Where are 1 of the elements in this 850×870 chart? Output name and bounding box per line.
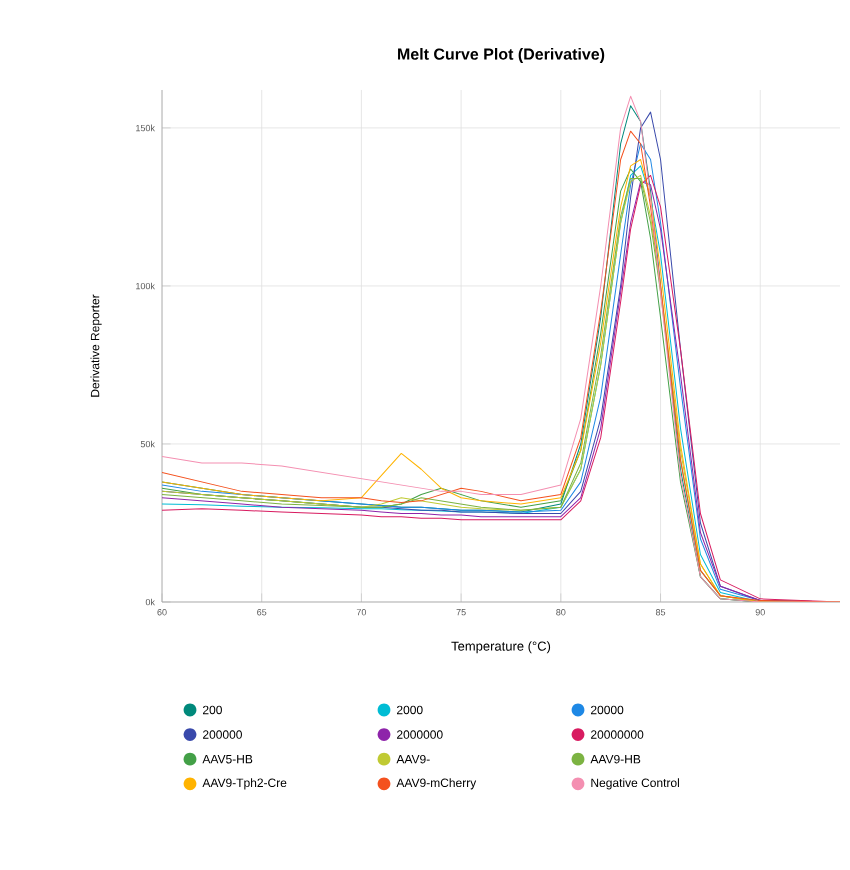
chart-title: Melt Curve Plot (Derivative) (398, 47, 605, 63)
